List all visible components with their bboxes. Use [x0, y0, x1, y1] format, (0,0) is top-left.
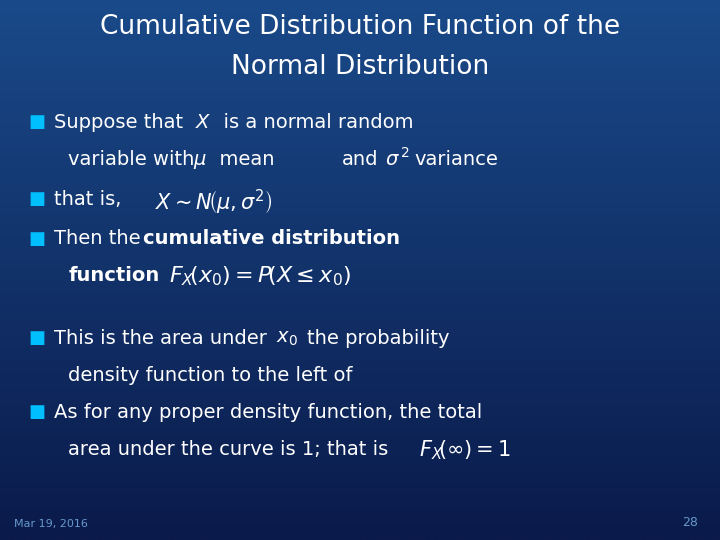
Text: Normal Distribution: Normal Distribution — [231, 54, 489, 80]
Text: X: X — [196, 113, 210, 132]
Text: $x_0$: $x_0$ — [276, 329, 297, 348]
Text: is a normal random: is a normal random — [211, 113, 413, 132]
Text: ■: ■ — [29, 190, 46, 208]
Text: density function to the left of: density function to the left of — [68, 366, 353, 385]
Text: Mar 19, 2016: Mar 19, 2016 — [14, 519, 89, 529]
Text: ■: ■ — [29, 403, 46, 421]
Text: μ: μ — [193, 150, 205, 169]
Text: that is,: that is, — [54, 190, 122, 209]
Text: 28: 28 — [683, 516, 698, 529]
Text: variable with: variable with — [68, 150, 195, 169]
Text: function: function — [68, 266, 160, 285]
Text: $X \sim N\!\left(\mu,\sigma^2\right)$: $X \sim N\!\left(\mu,\sigma^2\right)$ — [155, 187, 272, 217]
Text: This is the area under: This is the area under — [54, 329, 267, 348]
Text: Cumulative Distribution Function of the: Cumulative Distribution Function of the — [100, 14, 620, 39]
Text: ■: ■ — [29, 329, 46, 347]
Text: and: and — [342, 150, 379, 169]
Text: Then the: Then the — [54, 230, 147, 248]
Text: ■: ■ — [29, 113, 46, 131]
Text: area under the curve is 1; that is: area under the curve is 1; that is — [68, 440, 389, 458]
Text: As for any proper density function, the total: As for any proper density function, the … — [54, 403, 482, 422]
Text: 2: 2 — [401, 146, 410, 160]
Text: mean: mean — [207, 150, 275, 169]
Text: $F_X\!\left(\infty\right) = 1$: $F_X\!\left(\infty\right) = 1$ — [419, 438, 511, 462]
Text: variance: variance — [414, 150, 498, 169]
Text: cumulative distribution: cumulative distribution — [143, 230, 400, 248]
Text: $F_X\!\left(x_0\right) = P\!\left(X \leq x_0\right)$: $F_X\!\left(x_0\right) = P\!\left(X \leq… — [169, 264, 351, 288]
Text: Suppose that: Suppose that — [54, 113, 189, 132]
Text: σ: σ — [385, 150, 397, 169]
Text: ■: ■ — [29, 230, 46, 247]
Text: the probability: the probability — [307, 329, 450, 348]
